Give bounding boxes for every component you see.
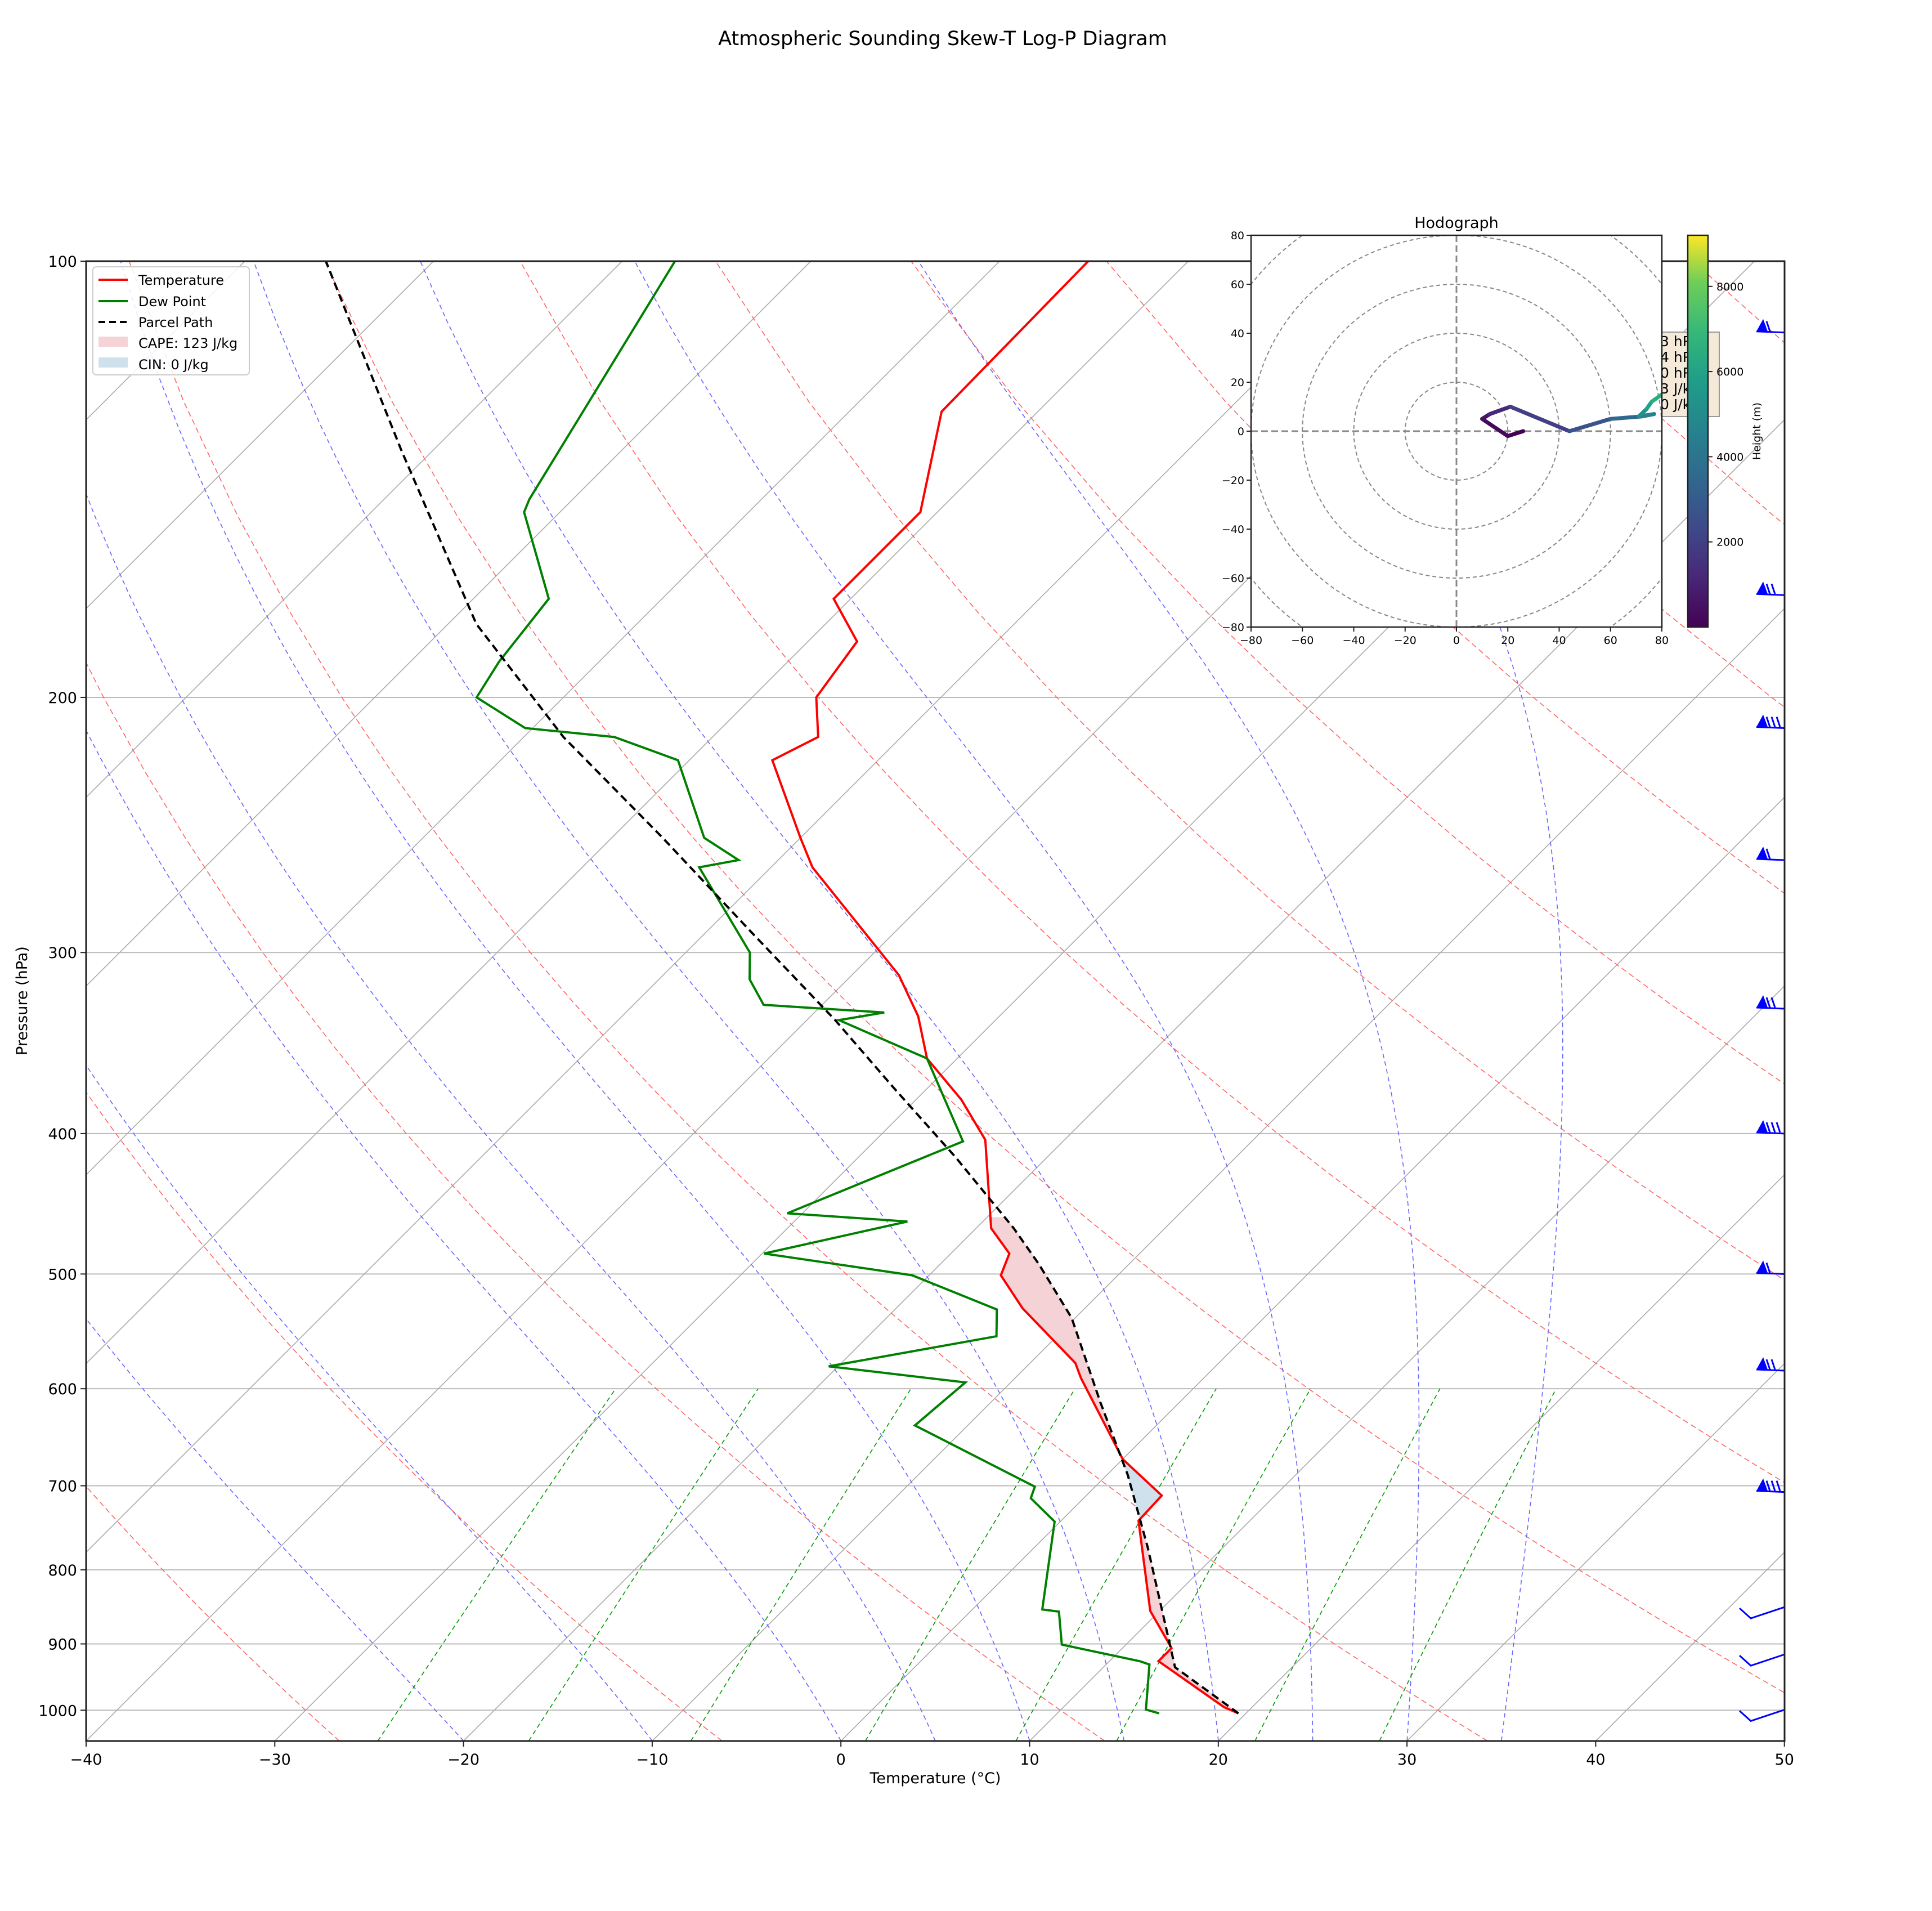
hodograph-ticks: −80 −60 −40 −20 0 20 40 60 80 80 60 40 20 0 −20 −40 −60 −… <box>1222 230 1669 647</box>
legend-cape-label: CAPE: 123 J/kg <box>138 335 237 351</box>
dewpoint-line <box>475 261 1160 1715</box>
svg-text:−20: −20 <box>1222 475 1244 487</box>
skewt-frame <box>85 260 1786 1742</box>
temperature-line <box>770 261 1239 1715</box>
svg-text:0: 0 <box>836 1751 846 1769</box>
wind-barbs <box>1738 319 1785 1722</box>
svg-text:40: 40 <box>1231 328 1244 340</box>
colorbar <box>1687 234 1709 628</box>
cape-cin-shading <box>990 1217 1239 1714</box>
wind-barb <box>1756 1478 1785 1493</box>
wind-barb <box>1756 846 1785 861</box>
svg-text:−20: −20 <box>447 1751 479 1769</box>
svg-text:800: 800 <box>48 1562 77 1579</box>
wind-barb <box>1756 714 1785 729</box>
svg-text:3 hP: 3 hP <box>1660 333 1691 350</box>
svg-text:6000: 6000 <box>1716 366 1743 378</box>
svg-text:0 J/k: 0 J/k <box>1660 396 1691 413</box>
svg-text:50: 50 <box>1775 1751 1794 1769</box>
colorbar-label: Height (m) <box>1751 402 1763 460</box>
colorbar-ticks: 2000 4000 6000 8000 <box>1708 281 1743 549</box>
svg-text:40: 40 <box>1586 1751 1605 1769</box>
svg-text:−40: −40 <box>70 1751 102 1769</box>
wind-barb <box>1738 1653 1785 1667</box>
legend: Temperature Dew Point Parcel Path CAPE: … <box>92 266 250 375</box>
svg-text:40: 40 <box>1552 634 1566 647</box>
svg-text:0: 0 <box>1238 426 1244 438</box>
wind-barb <box>1756 319 1785 334</box>
wind-barb <box>1738 1606 1785 1619</box>
x-axis-label: Temperature (°C) <box>869 1770 1001 1787</box>
svg-text:600: 600 <box>48 1381 77 1398</box>
svg-text:80: 80 <box>1231 230 1244 242</box>
svg-text:20: 20 <box>1231 377 1244 389</box>
hodograph-trace <box>1480 392 1662 438</box>
legend-temperature-label: Temperature <box>138 272 224 288</box>
wind-barb <box>1738 1708 1785 1722</box>
svg-text:80: 80 <box>1655 634 1669 647</box>
legend-dewpoint-label: Dew Point <box>138 294 206 310</box>
svg-text:4000: 4000 <box>1716 451 1743 463</box>
wind-barb <box>1756 995 1785 1010</box>
svg-text:−40: −40 <box>1222 523 1244 536</box>
legend-cin-label: CIN: 0 J/kg <box>138 357 209 373</box>
svg-text:60: 60 <box>1231 279 1244 291</box>
svg-text:0: 0 <box>1453 634 1460 647</box>
svg-text:8000: 8000 <box>1716 281 1743 293</box>
svg-text:200: 200 <box>48 690 77 707</box>
svg-text:−80: −80 <box>1222 621 1244 634</box>
parcel-path-line <box>325 261 1239 1715</box>
legend-parcel-label: Parcel Path <box>138 315 213 330</box>
svg-text:900: 900 <box>48 1636 77 1653</box>
svg-text:2000: 2000 <box>1716 536 1743 549</box>
svg-text:−60: −60 <box>1222 572 1244 585</box>
svg-text:500: 500 <box>48 1266 77 1283</box>
svg-text:100: 100 <box>48 253 77 271</box>
wind-barb <box>1756 1357 1785 1372</box>
skewt-plot-area: −40 −30 −20 −10 0 10 20 30 40 50 1002003004005006… <box>14 253 1794 1787</box>
svg-text:3 J/k: 3 J/k <box>1660 381 1691 397</box>
svg-text:20: 20 <box>1501 634 1514 647</box>
wind-barb <box>1756 1120 1785 1135</box>
skewt-background-lines <box>86 261 1785 1741</box>
svg-text:20: 20 <box>1209 1751 1228 1769</box>
svg-text:700: 700 <box>48 1478 77 1496</box>
legend-cape-swatch <box>98 337 128 347</box>
svg-text:300: 300 <box>48 945 77 962</box>
svg-text:−80: −80 <box>1240 634 1262 647</box>
hodograph-inset: −80 −60 −40 −20 0 20 40 60 80 80 60 40 20 0 −20 −40 −60 −… <box>1222 214 1763 647</box>
wind-barb <box>1756 1260 1785 1275</box>
y-axis-label: Pressure (hPa) <box>14 946 31 1055</box>
svg-text:30: 30 <box>1397 1751 1416 1769</box>
svg-text:0 hP: 0 hP <box>1660 365 1691 381</box>
wind-barb <box>1756 581 1785 596</box>
legend-cin-swatch <box>98 357 128 368</box>
figure-title: Atmospheric Sounding Skew-T Log-P Diagra… <box>718 28 1167 50</box>
sounding-profiles <box>325 261 1239 1715</box>
svg-text:1000: 1000 <box>38 1702 77 1720</box>
svg-text:−30: −30 <box>259 1751 291 1769</box>
svg-text:−40: −40 <box>1342 634 1365 647</box>
x-axis-ticks: −40 −30 −20 −10 0 10 20 30 40 50 <box>70 1741 1794 1769</box>
hodograph-title: Hodograph <box>1414 214 1499 232</box>
svg-text:60: 60 <box>1604 634 1617 647</box>
svg-text:−20: −20 <box>1394 634 1416 647</box>
svg-text:10: 10 <box>1020 1751 1039 1769</box>
svg-text:−10: −10 <box>636 1751 668 1769</box>
y-axis-ticks: 100 200 300 400 500 600 700 800 900 1000 <box>38 253 86 1720</box>
svg-text:4 hP: 4 hP <box>1660 349 1691 365</box>
svg-text:−60: −60 <box>1291 634 1314 647</box>
svg-text:400: 400 <box>48 1126 77 1143</box>
